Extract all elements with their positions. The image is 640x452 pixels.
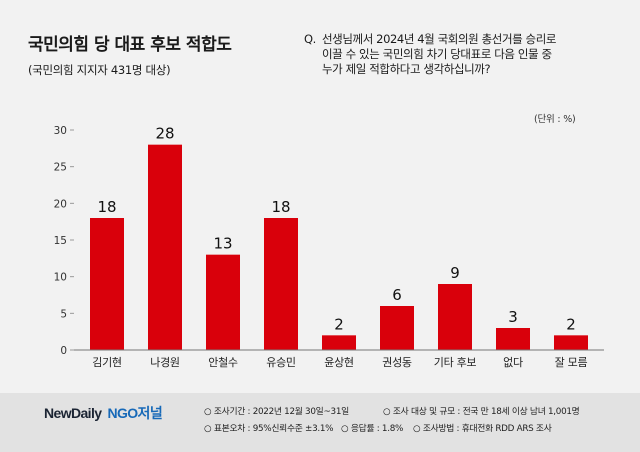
publisher-logo: NewDaily NGO저널 — [44, 403, 163, 423]
bar — [438, 284, 472, 350]
footer — [0, 393, 640, 452]
data-label: 9 — [450, 264, 460, 282]
question-prefix: Q. — [304, 32, 316, 46]
bar — [554, 335, 588, 350]
category-label: 권성동 — [382, 356, 412, 369]
unit-label: (단위 : %) — [534, 114, 576, 125]
chart-subtitle: (국민의힘 지지자 431명 대상) — [28, 63, 171, 77]
y-tick-label: 10 — [54, 272, 67, 284]
category-label: 안철수 — [208, 356, 238, 369]
bar — [496, 328, 530, 350]
data-label: 2 — [334, 315, 344, 333]
category-label: 김기현 — [92, 356, 121, 369]
bar-chart: 0 5 10 15 20 25 30 18 김기현 28 나경원 13 안철수 18 유승민 2 윤상현 6 권성동… — [54, 125, 604, 369]
ngo-logo-suffix: 저널 — [137, 405, 163, 421]
ngo-logo: NGO — [107, 405, 138, 421]
question-line-3: 누가 제일 적합하다고 생각하십니까? — [322, 62, 491, 76]
y-tick-label: 5 — [60, 308, 67, 320]
chart-title: 국민의힘 당 대표 후보 적합도 — [28, 35, 232, 55]
category-label: 기타 후보 — [434, 356, 477, 369]
y-tick-label: 0 — [60, 345, 67, 357]
category-label: 없다 — [503, 356, 523, 369]
data-label: 18 — [97, 198, 116, 216]
bar — [322, 335, 356, 350]
bar — [380, 306, 414, 350]
newdaily-logo: NewDaily — [44, 405, 102, 421]
category-label: 잘 모름 — [555, 356, 588, 369]
bar — [264, 218, 298, 350]
data-label: 3 — [508, 308, 518, 326]
category-label: 유승민 — [266, 356, 295, 369]
y-tick-label: 30 — [54, 125, 67, 137]
bar — [90, 218, 124, 350]
y-tick-label: 20 — [54, 198, 67, 210]
data-label: 13 — [213, 235, 232, 253]
data-label: 6 — [392, 286, 402, 304]
category-label: 나경원 — [150, 356, 179, 369]
response-rate-note: ○ 응답률 : 1.8% — [341, 424, 404, 434]
y-tick-label: 15 — [54, 235, 67, 247]
survey-period-note: ○ 조사기간 : 2022년 12월 30일~31일 — [204, 407, 349, 417]
question-line-1: 선생님께서 2024년 4월 국회의원 총선거를 승리로 — [322, 32, 557, 46]
data-label: 18 — [271, 198, 290, 216]
survey-target-note: ○ 조사 대상 및 규모 : 전국 만 18세 이상 남녀 1,001명 — [383, 407, 580, 417]
survey-method-note: ○ 조사방법 : 휴대전화 RDD ARS 조사 — [413, 424, 552, 434]
y-tick-label: 25 — [54, 162, 67, 174]
bar — [206, 254, 240, 350]
survey-question: Q. 선생님께서 2024년 4월 국회의원 총선거를 승리로 이끌 수 있는 … — [304, 32, 624, 77]
margin-of-error-note: ○ 표본오차 : 95%신뢰수준 ±3.1% — [204, 424, 334, 434]
category-label: 윤상현 — [324, 356, 353, 369]
data-label: 2 — [566, 315, 576, 333]
bar — [148, 144, 182, 350]
question-line-2: 이끌 수 있는 국민의힘 차기 당대표로 다음 인물 중 — [322, 47, 552, 61]
data-label: 28 — [155, 125, 174, 143]
